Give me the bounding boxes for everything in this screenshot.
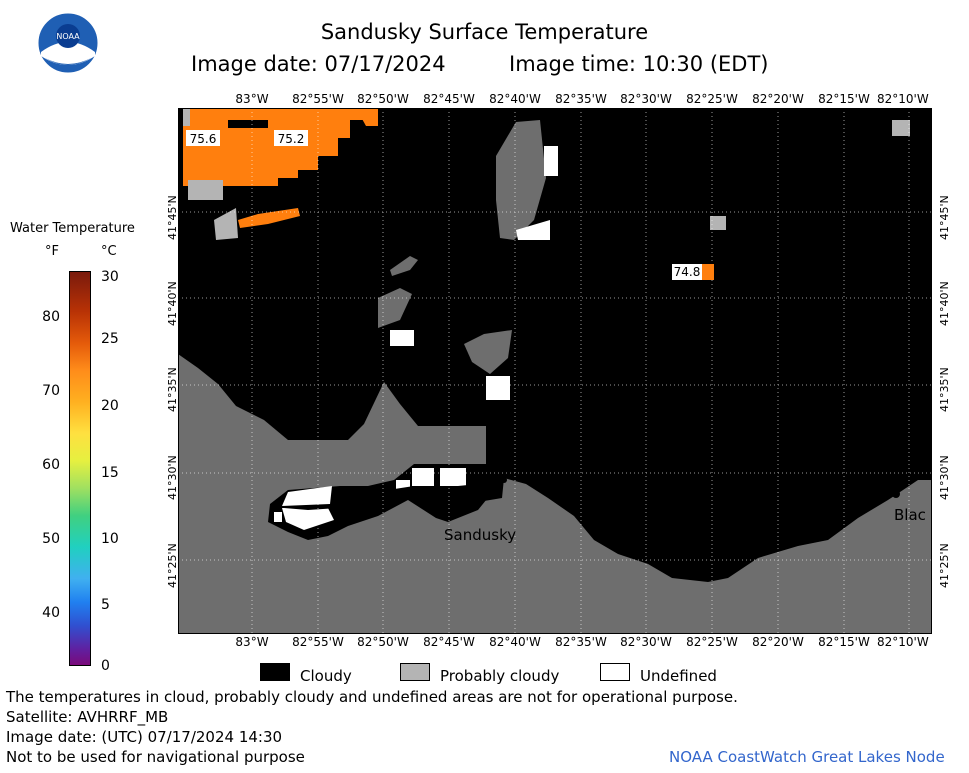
undefined-area bbox=[282, 486, 332, 506]
lon-label-bottom: 82°15'W bbox=[818, 635, 870, 649]
lon-label-bottom: 82°45'W bbox=[423, 635, 475, 649]
lon-label-bottom: 82°50'W bbox=[357, 635, 409, 649]
lon-label-bottom: 82°25'W bbox=[686, 635, 738, 649]
temp-label-box bbox=[186, 130, 220, 146]
warm-water-strip bbox=[238, 208, 300, 228]
temp-label: 75.2 bbox=[278, 132, 305, 146]
lon-label-bottom: 83°W bbox=[235, 635, 269, 649]
undefined-area bbox=[516, 220, 550, 240]
noaa-logo: NOAA bbox=[37, 12, 99, 74]
lon-label-top: 82°50'W bbox=[357, 92, 409, 106]
f-tick: 70 bbox=[42, 383, 60, 399]
city-dot bbox=[892, 490, 900, 498]
lon-label-bottom: 82°10'W bbox=[877, 635, 929, 649]
temp-label: 74.8 bbox=[674, 265, 701, 279]
island-kelleys bbox=[496, 120, 546, 240]
c-tick: 30 bbox=[101, 269, 119, 285]
f-tick: 80 bbox=[42, 309, 60, 325]
lon-label-top: 82°15'W bbox=[818, 92, 870, 106]
temp-label: 75.6 bbox=[190, 132, 217, 146]
lon-label-top: 82°10'W bbox=[877, 92, 929, 106]
f-tick: 40 bbox=[42, 605, 60, 621]
map-canvas[interactable]: 75.6 75.2 74.8 Sandusky Blac bbox=[178, 108, 932, 634]
c-tick: 20 bbox=[101, 398, 119, 414]
lon-label-bottom: 82°55'W bbox=[292, 635, 344, 649]
lon-label-top: 82°30'W bbox=[620, 92, 672, 106]
unit-f: °F bbox=[45, 244, 59, 259]
page-title: Sandusky Surface Temperature bbox=[320, 20, 649, 44]
c-tick: 15 bbox=[101, 465, 119, 481]
c-tick: 5 bbox=[101, 597, 110, 613]
lon-label-top: 82°35'W bbox=[555, 92, 607, 106]
undefined-area bbox=[486, 376, 510, 400]
logo-text: NOAA bbox=[56, 32, 80, 41]
key-probably-cloudy-swatch bbox=[400, 663, 430, 681]
probably-cloudy bbox=[892, 120, 910, 136]
lon-label-top: 82°45'W bbox=[423, 92, 475, 106]
lat-label-right: 41°25'N bbox=[938, 543, 951, 588]
lon-label-bottom: 82°40'W bbox=[489, 635, 541, 649]
probably-cloudy bbox=[214, 208, 238, 240]
color-bar bbox=[69, 271, 91, 666]
key-probably-cloudy-label: Probably cloudy bbox=[440, 667, 560, 685]
c-tick: 0 bbox=[101, 658, 110, 674]
c-tick: 25 bbox=[101, 331, 119, 347]
unit-c: °C bbox=[101, 244, 117, 259]
city-dot bbox=[501, 477, 507, 483]
cloud-inlet bbox=[284, 474, 504, 512]
footer-utc-date: Image date: (UTC) 07/17/2024 14:30 bbox=[6, 728, 283, 746]
island-small bbox=[390, 256, 418, 276]
undefined-area bbox=[282, 508, 334, 530]
lat-label-right: 41°45'N bbox=[938, 195, 951, 240]
warm-water-ne-fragment bbox=[356, 108, 378, 126]
undefined-area bbox=[274, 512, 282, 522]
undefined-area bbox=[544, 146, 558, 176]
key-cloudy-swatch bbox=[260, 663, 290, 681]
f-tick: 60 bbox=[42, 457, 60, 473]
lon-label-top: 82°25'W bbox=[686, 92, 738, 106]
undefined-area bbox=[412, 468, 434, 486]
footer-disclaimer: The temperatures in cloud, probably clou… bbox=[6, 688, 738, 706]
lon-label-bottom: 82°30'W bbox=[620, 635, 672, 649]
footer-nav-warning: Not to be used for navigational purpose bbox=[6, 748, 305, 766]
c-tick: 10 bbox=[101, 531, 119, 547]
lon-label-top: 83°W bbox=[235, 92, 269, 106]
island-middle-bass bbox=[464, 330, 512, 374]
lat-label-right: 41°40'N bbox=[938, 281, 951, 326]
temp-label-box bbox=[672, 264, 702, 280]
place-blac: Blac bbox=[894, 506, 926, 524]
f-tick: 50 bbox=[42, 531, 60, 547]
lon-label-top: 82°20'W bbox=[752, 92, 804, 106]
footer-satellite: Satellite: AVHRRF_MB bbox=[6, 708, 169, 726]
lon-label-bottom: 82°35'W bbox=[555, 635, 607, 649]
undefined-area bbox=[390, 330, 414, 346]
footer-credit[interactable]: NOAA CoastWatch Great Lakes Node bbox=[669, 748, 945, 766]
key-undefined-swatch bbox=[600, 663, 630, 681]
graticule bbox=[178, 108, 932, 634]
image-time: Image time: 10:30 (EDT) bbox=[509, 52, 769, 76]
legend-title: Water Temperature bbox=[10, 221, 135, 236]
key-undefined-label: Undefined bbox=[640, 667, 717, 685]
place-sandusky: Sandusky bbox=[444, 526, 516, 544]
warm-water-spot bbox=[702, 264, 714, 280]
lat-label-right: 41°30'N bbox=[938, 455, 951, 500]
probably-cloudy bbox=[710, 216, 726, 230]
image-date: Image date: 07/17/2024 bbox=[191, 52, 446, 76]
lon-label-top: 82°55'W bbox=[292, 92, 344, 106]
undefined-area bbox=[440, 468, 466, 486]
temp-label-box bbox=[274, 130, 308, 146]
probably-cloudy bbox=[188, 180, 223, 200]
probably-cloudy bbox=[183, 108, 190, 126]
key-cloudy-label: Cloudy bbox=[300, 667, 352, 685]
lon-label-top: 82°40'W bbox=[489, 92, 541, 106]
lon-label-bottom: 82°20'W bbox=[752, 635, 804, 649]
cloud-gap bbox=[228, 120, 268, 128]
lat-label-right: 41°35'N bbox=[938, 367, 951, 412]
land-mainland bbox=[178, 354, 932, 634]
